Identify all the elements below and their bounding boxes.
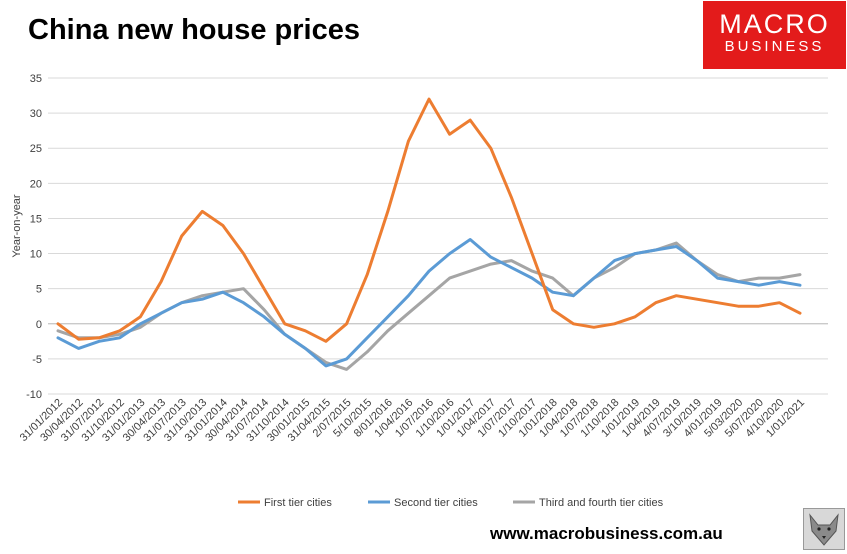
- macrobusiness-logo: MACRO BUSINESS: [703, 1, 846, 69]
- y-tick-label: 20: [30, 178, 42, 190]
- fox-icon: [803, 508, 845, 550]
- y-tick-label: 15: [30, 213, 42, 225]
- legend-first-tier-label: First tier cities: [264, 497, 332, 509]
- legend: First tier cities Second tier cities Third…: [238, 497, 664, 509]
- logo-text-business: BUSINESS: [724, 38, 825, 55]
- legend-second-tier-label: Second tier cities: [394, 497, 478, 509]
- y-tick-label: 0: [36, 319, 42, 331]
- y-tick-label: 35: [30, 73, 42, 85]
- y-tick-label: 10: [30, 249, 42, 261]
- axes: -10-505101520253035Year-on-year31/01/201…: [11, 73, 828, 444]
- first-tier-line: [56, 97, 802, 343]
- y-tick-label: -10: [26, 389, 42, 401]
- legend-third-tier-label: Third and fourth tier cities: [539, 497, 664, 509]
- y-tick-label: 30: [30, 108, 42, 120]
- y-tick-label: 25: [30, 143, 42, 155]
- gridlines: [48, 77, 828, 395]
- y-axis-label: Year-on-year: [11, 194, 23, 258]
- second-tier-line: [56, 238, 802, 368]
- y-tick-label: 5: [36, 284, 42, 296]
- logo-text-macro: MACRO: [719, 9, 830, 39]
- website-url: www.macrobusiness.com.au: [490, 524, 723, 543]
- series-lines: [56, 97, 802, 371]
- chart-title: China new house prices: [28, 14, 360, 46]
- y-tick-label: -5: [32, 354, 42, 366]
